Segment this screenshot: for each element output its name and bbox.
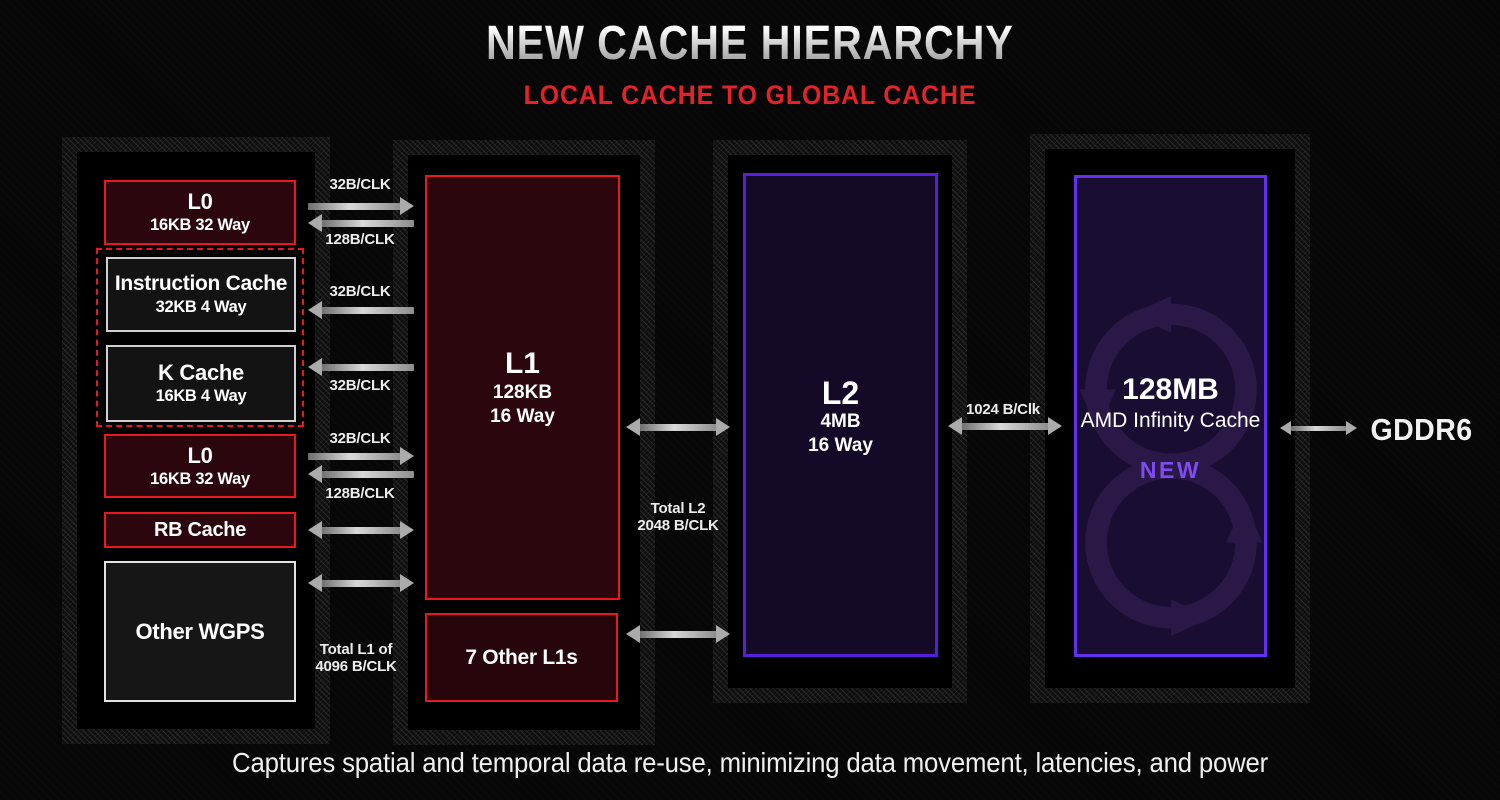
arrow-head-right-icon bbox=[1048, 417, 1062, 435]
page-subtitle: LOCAL CACHE TO GLOBAL CACHE bbox=[0, 80, 1500, 111]
arrow-l1-to-kcache bbox=[308, 358, 414, 376]
arrow-other-l1s-l2 bbox=[626, 625, 730, 643]
arrow-head-right-icon bbox=[400, 521, 414, 539]
l0-top-title: L0 bbox=[187, 189, 213, 214]
l2-title: L2 bbox=[821, 375, 860, 411]
bandwidth-label-l0b-write: 128B/CLK bbox=[325, 485, 395, 502]
infinity-cache-box: 128MB AMD Infinity Cache NEW bbox=[1074, 175, 1267, 657]
l0-bottom-title: L0 bbox=[187, 442, 213, 468]
arrow-shaft bbox=[321, 306, 414, 314]
gddr6-label: GDDR6 bbox=[1366, 412, 1477, 448]
arrow-l0b-to-l1-read bbox=[308, 447, 414, 465]
bandwidth-label-kcache: 32B/CLK bbox=[329, 377, 391, 394]
instruction-cache-title: Instruction Cache bbox=[114, 272, 288, 295]
caption-text: Captures spatial and temporal data re-us… bbox=[231, 747, 1269, 778]
instruction-cache-size: 32KB 4 Way bbox=[155, 298, 247, 316]
bandwidth-label-icache: 32B/CLK bbox=[329, 283, 391, 300]
l2-cache-box: L2 4MB 16 Way bbox=[743, 173, 938, 657]
arrow-head-left-icon bbox=[626, 625, 640, 643]
arrow-head-left-icon bbox=[308, 301, 322, 319]
total-l1-label: Total L1 of 4096 B/CLK bbox=[300, 641, 412, 675]
l1-assoc: 16 Way bbox=[490, 405, 555, 427]
bandwidth-label-l0b-read: 32B/CLK bbox=[329, 430, 391, 447]
arrow-l0-to-l1-read bbox=[308, 197, 414, 215]
l1-cache-box: L1 128KB 16 Way bbox=[425, 175, 620, 600]
l1-size: 128KB bbox=[492, 381, 553, 403]
arrow-shaft bbox=[308, 452, 401, 460]
arrow-shaft bbox=[961, 422, 1049, 430]
arrow-head-left-icon bbox=[1280, 421, 1291, 435]
arrow-head-left-icon bbox=[308, 358, 322, 376]
page-title: NEW CACHE HIERARCHY bbox=[0, 16, 1500, 71]
arrow-shaft bbox=[321, 219, 414, 227]
arrow-wgps-l1 bbox=[308, 574, 414, 592]
l0-cache-box-top: L0 16KB 32 Way bbox=[104, 180, 296, 245]
k-cache-size: 16KB 4 Way bbox=[155, 387, 247, 405]
l2-size: 4MB bbox=[820, 411, 861, 432]
bandwidth-label-l0-write: 128B/CLK bbox=[325, 231, 395, 248]
arrow-l1-l2 bbox=[626, 418, 730, 436]
rb-cache-title: RB Cache bbox=[153, 519, 247, 541]
l2-assoc: 16 Way bbox=[808, 435, 873, 456]
arrow-infinity-gddr6 bbox=[1280, 421, 1357, 435]
subtitle-text: LOCAL CACHE TO GLOBAL CACHE bbox=[523, 80, 977, 110]
arrow-head-right-icon bbox=[400, 197, 414, 215]
arrow-shaft bbox=[321, 526, 401, 534]
l1-title: L1 bbox=[504, 346, 540, 380]
l0-bottom-size: 16KB 32 Way bbox=[150, 469, 250, 488]
total-l1-line1: Total L1 of bbox=[319, 641, 393, 658]
arrow-rb-cache-l1 bbox=[308, 521, 414, 539]
total-l1-line2: 4096 B/CLK bbox=[315, 658, 397, 675]
caption: Captures spatial and temporal data re-us… bbox=[0, 747, 1500, 779]
l0-top-size: 16KB 32 Way bbox=[150, 216, 250, 234]
gddr6-text: GDDR6 bbox=[1370, 412, 1473, 447]
infinity-watermark-icon bbox=[1078, 296, 1263, 636]
arrow-head-right-icon bbox=[400, 447, 414, 465]
arrow-l1-to-l0b-write bbox=[308, 465, 414, 483]
other-wgps-box: Other WGPS bbox=[104, 561, 296, 702]
infinity-cache-name: AMD Infinity Cache bbox=[1080, 409, 1261, 432]
arrow-shaft bbox=[1291, 425, 1346, 431]
arrow-head-left-icon bbox=[308, 574, 322, 592]
arrow-head-right-icon bbox=[716, 418, 730, 436]
bandwidth-label-l0-read: 32B/CLK bbox=[329, 176, 391, 193]
arrow-l1-to-icache bbox=[308, 301, 414, 319]
instruction-cache-box: Instruction Cache 32KB 4 Way bbox=[106, 257, 296, 332]
arrow-l2-infinity-cache bbox=[948, 417, 1062, 435]
other-l1s-title: 7 Other L1s bbox=[465, 645, 578, 669]
arrow-head-left-icon bbox=[308, 465, 322, 483]
other-wgps-title: Other WGPS bbox=[135, 618, 265, 644]
arrow-head-left-icon bbox=[626, 418, 640, 436]
arrow-shaft bbox=[321, 470, 414, 478]
arrow-shaft bbox=[639, 630, 717, 638]
total-l2-line1: Total L2 bbox=[650, 500, 706, 517]
arrow-head-left-icon bbox=[308, 521, 322, 539]
other-l1s-box: 7 Other L1s bbox=[425, 613, 618, 702]
arrow-head-right-icon bbox=[716, 625, 730, 643]
instruction-kcache-dashed-outline bbox=[96, 248, 304, 427]
k-cache-title: K Cache bbox=[158, 360, 244, 385]
arrow-head-right-icon bbox=[400, 574, 414, 592]
rb-cache-box: RB Cache bbox=[104, 512, 296, 548]
arrow-shaft bbox=[321, 363, 414, 371]
arrow-head-right-icon bbox=[1346, 421, 1357, 435]
k-cache-box: K Cache 16KB 4 Way bbox=[106, 345, 296, 422]
arrow-shaft bbox=[639, 423, 717, 431]
arrow-l1-to-l0-write bbox=[308, 214, 414, 232]
arrow-head-left-icon bbox=[948, 417, 962, 435]
total-l2-line2: 2048 B/CLK bbox=[637, 517, 719, 534]
l0-cache-box-bottom: L0 16KB 32 Way bbox=[104, 434, 296, 498]
infinity-cache-size: 128MB bbox=[1122, 373, 1219, 406]
new-badge: NEW bbox=[1139, 457, 1202, 483]
bandwidth-label-l2-ic: 1024 B/Clk bbox=[966, 401, 1040, 418]
arrow-shaft bbox=[321, 579, 401, 587]
total-l2-label: Total L2 2048 B/CLK bbox=[618, 500, 738, 534]
arrow-shaft bbox=[308, 202, 401, 210]
arrow-head-left-icon bbox=[308, 214, 322, 232]
title-text: NEW CACHE HIERARCHY bbox=[486, 17, 1014, 70]
